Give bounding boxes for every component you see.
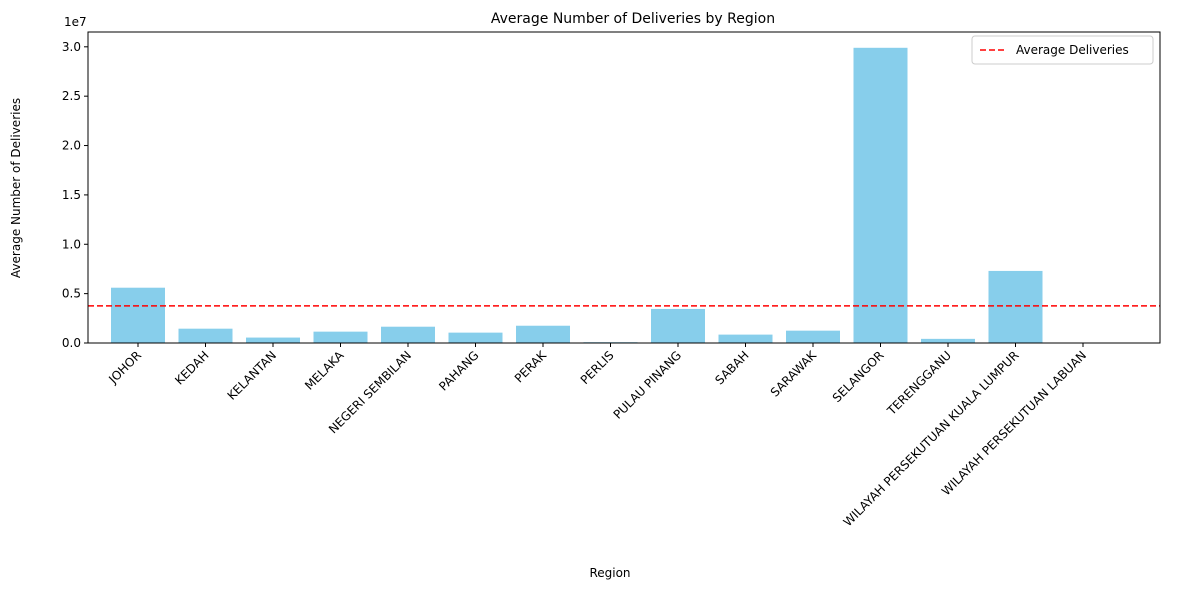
- bar-wilayah-persekutuan-kuala-lumpur: [988, 270, 1043, 343]
- y-tick-label: 0.0: [62, 336, 81, 350]
- y-tick-label: 2.0: [62, 139, 81, 153]
- y-tick-label: 0.5: [62, 287, 81, 301]
- bar-negeri-sembilan: [381, 326, 435, 343]
- bar-kedah: [178, 328, 233, 343]
- x-tick-label: SELANGOR: [830, 348, 887, 405]
- bar-melaka: [313, 331, 368, 343]
- bar-terengganu: [921, 338, 975, 343]
- x-tick-label: SABAH: [712, 348, 751, 387]
- x-tick-label: KELANTAN: [225, 348, 280, 403]
- y-tick-label: 1.0: [62, 237, 81, 251]
- x-tick-label: PERLIS: [578, 348, 617, 387]
- x-tick-label: MELAKA: [302, 348, 347, 393]
- legend-label: Average Deliveries: [1016, 43, 1129, 57]
- x-tick-label: PAHANG: [436, 348, 481, 393]
- x-tick-label: PERAK: [512, 347, 550, 385]
- x-axis-label: Region: [589, 566, 630, 580]
- x-tick-label: JOHOR: [105, 348, 144, 387]
- bar-johor: [111, 287, 165, 343]
- bar-pulau-pinang: [651, 308, 705, 343]
- bar-perak: [516, 325, 570, 343]
- x-tick-label: KEDAH: [172, 348, 211, 387]
- bar-sarawak: [786, 330, 840, 343]
- bar-selangor: [853, 47, 908, 344]
- x-tick-label: TERENGGANU: [884, 348, 954, 418]
- chart-title: Average Number of Deliveries by Region: [491, 11, 775, 27]
- y-tick-label: 3.0: [62, 40, 81, 54]
- y-scale-offset-label: 1e7: [64, 15, 87, 29]
- y-tick-label: 2.5: [62, 89, 81, 103]
- y-axis: 0.0 0.5 1.0 1.5 2.0 2.5 3.0: [62, 40, 88, 350]
- bar-kelantan: [246, 337, 300, 343]
- x-tick-label: PULAU PINANG: [611, 348, 685, 422]
- x-tick-label: SARAWAK: [768, 347, 820, 399]
- legend-box: [971, 35, 1154, 65]
- bar-sabah: [718, 334, 773, 343]
- bars-group: [111, 47, 1110, 344]
- plot-frame: [87, 31, 1161, 344]
- y-axis-label: Average Number of Deliveries: [9, 98, 23, 278]
- bar-pahang: [448, 332, 503, 343]
- legend: Average Deliveries: [971, 35, 1154, 65]
- y-tick-label: 1.5: [62, 188, 81, 202]
- x-tick-label: WILAYAH PERSEKUTUAN LABUAN: [939, 348, 1089, 498]
